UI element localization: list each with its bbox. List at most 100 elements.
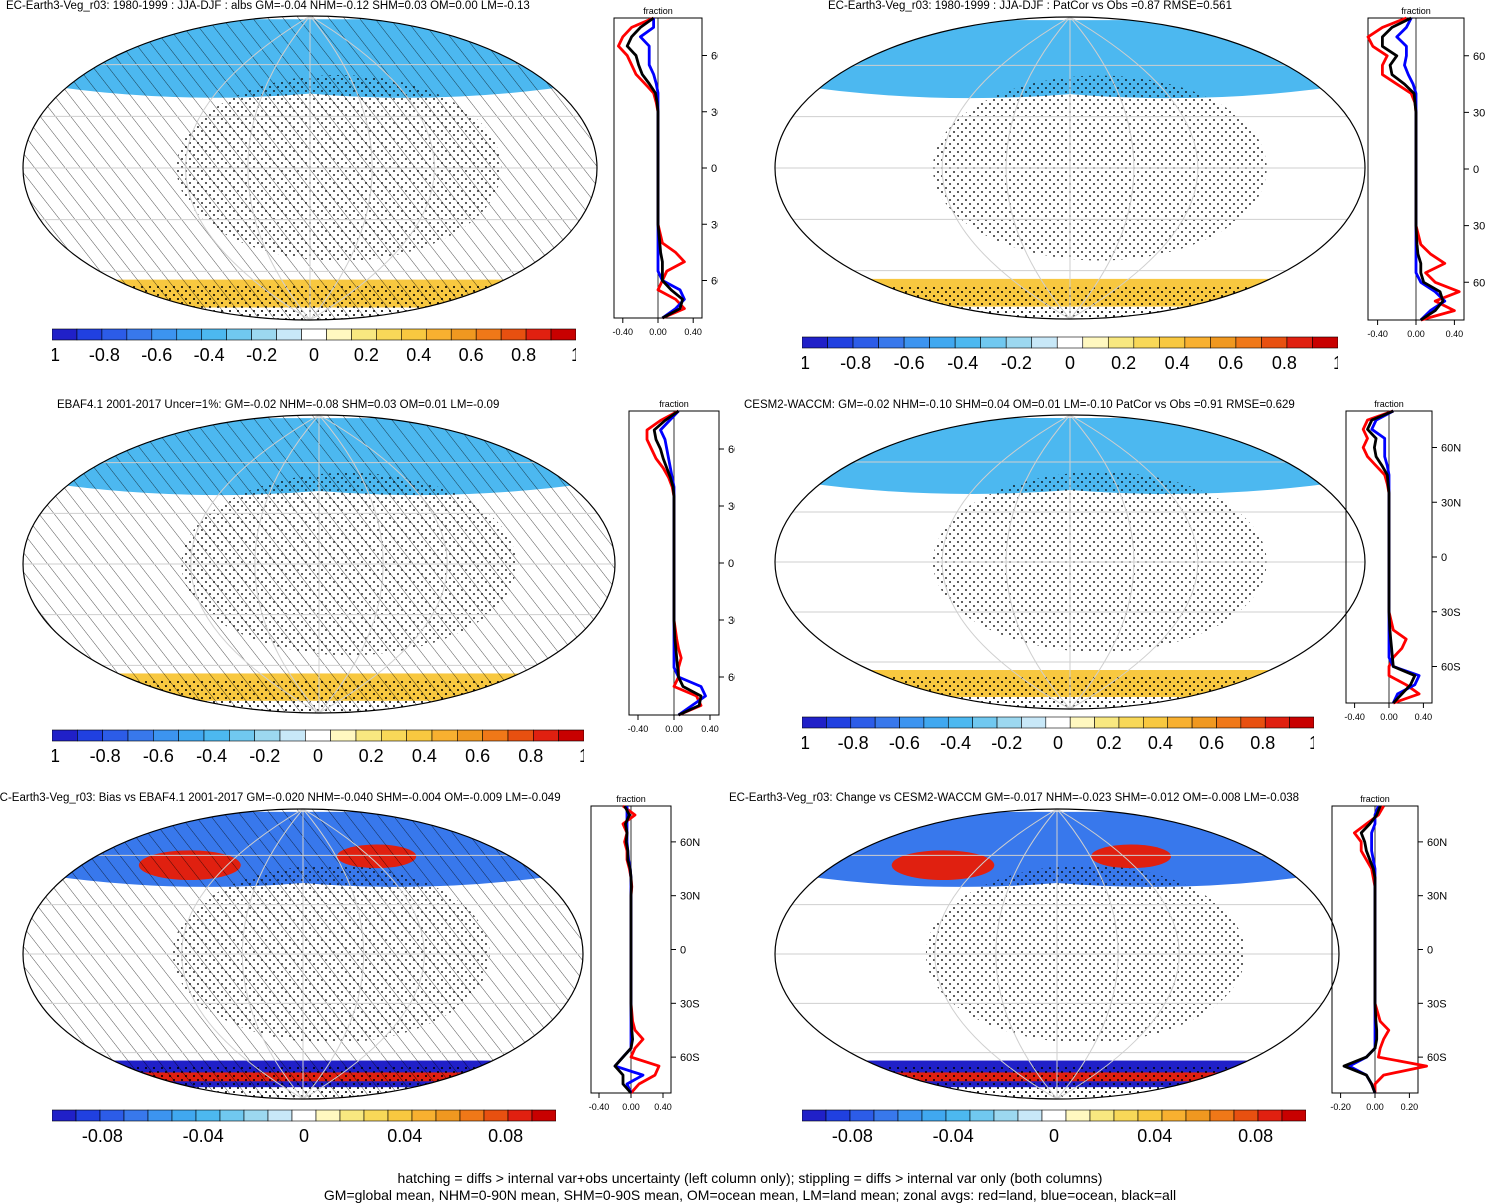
zonal-ytick-label: 60S — [1441, 662, 1461, 674]
colorbar-swatch — [1210, 336, 1237, 349]
zonal-xtick-label: 0.40 — [684, 327, 702, 337]
zonal-ytick-label: 0 — [1473, 164, 1479, 176]
colorbar-tick-label: 0 — [309, 345, 319, 365]
colorbar-swatch — [435, 1109, 461, 1122]
colorbar-swatch — [1118, 716, 1144, 729]
colorbar-swatch — [171, 1109, 197, 1122]
colorbar-tick-label: -0.6 — [889, 733, 920, 753]
graticule-line — [302, 809, 364, 1099]
zonal-ytick-label: 30 — [1473, 107, 1485, 119]
colorbar-swatch — [301, 328, 327, 341]
colorbar-tick-label: -0.4 — [940, 733, 971, 753]
colorbar-tick-label: 0.04 — [387, 1126, 422, 1146]
colorbar-swatch — [291, 1109, 317, 1122]
colorbar-swatch — [153, 729, 179, 742]
colorbar-tick-label: 0.2 — [354, 345, 379, 365]
colorbar-swatch — [1216, 716, 1242, 729]
colorbar-swatch — [1031, 336, 1058, 349]
panel-title-bottom-left: EC-Earth3-Veg_r03: Bias vs EBAF4.1 2001-… — [0, 792, 561, 804]
colorbar-tick-label: 0.8 — [1250, 733, 1275, 753]
zonal-ytick-label: 30N — [728, 501, 735, 513]
zonal-xlabel: fraction — [643, 6, 673, 16]
colorbar-swatch — [1240, 716, 1266, 729]
colorbar-swatch — [123, 1109, 149, 1122]
zonal-ytick-label: 60N — [1441, 443, 1461, 455]
graticule-line — [941, 17, 1071, 319]
zonal-ytick-label: 0 — [1427, 945, 1433, 957]
colorbar-swatch — [1113, 1109, 1139, 1122]
colorbar-tick-label: -1 — [802, 733, 810, 753]
colorbar-swatch — [457, 729, 483, 742]
colorbar-swatch — [459, 1109, 485, 1122]
colorbar-swatch — [276, 328, 302, 341]
colorbar-tick-label: -0.6 — [141, 345, 172, 365]
colorbar-tick-label: 0.2 — [1097, 733, 1122, 753]
colorbar-tick-label: -0.8 — [838, 733, 869, 753]
colorbar-tick-label: -0.4 — [194, 345, 225, 365]
colorbar-swatch — [1082, 336, 1109, 349]
zonal-ytick-label: 0 — [711, 163, 717, 175]
colorbar-tick-label: -0.04 — [183, 1126, 224, 1146]
colorbar-swatch — [993, 1109, 1019, 1122]
colorbar-tick-label: 0.8 — [518, 746, 543, 766]
graticule-line — [1069, 17, 1135, 319]
map-panel-bottom-right — [772, 806, 1342, 1102]
colorbar-tick-label: -1 — [802, 353, 810, 373]
colorbar-swatch — [1107, 336, 1135, 349]
colorbar-swatch — [972, 716, 998, 729]
colorbar-swatch — [903, 336, 930, 349]
colorbar-swatch — [531, 1109, 556, 1122]
graticule-line — [309, 16, 373, 320]
colorbar-tick-label: -0.08 — [832, 1126, 873, 1146]
zonal-xtick-label: -0.40 — [1344, 712, 1365, 722]
panel-title-top-left: EC-Earth3-Veg_r03: 1980-1999 : JJA-DJF :… — [6, 0, 530, 12]
colorbar-swatch — [921, 1109, 947, 1122]
colorbar-swatch — [1005, 336, 1033, 349]
colorbar-swatch — [330, 729, 357, 742]
colorbar-tick-label: -1 — [52, 746, 60, 766]
colorbar-swatch — [897, 1109, 923, 1122]
zonal-plot-top-left: fraction -0.40 0.00 0.40 60N 30N 0 30S 60S — [613, 6, 718, 337]
colorbar-tick-label: 0.08 — [488, 1126, 523, 1146]
map-border — [22, 414, 616, 714]
colorbar-swatch — [482, 729, 509, 742]
colorbar-swatch — [873, 1109, 899, 1122]
footnote-line-1: hatching = diffs > internal var+obs unce… — [397, 1170, 1103, 1186]
zonal-line-all — [613, 805, 634, 1094]
nh-positive-patch — [891, 850, 995, 880]
colorbar-swatch — [1017, 1109, 1043, 1122]
colorbar-tick-label: 0.08 — [1238, 1126, 1273, 1146]
colorbar-swatch — [101, 328, 128, 341]
colorbar-swatch — [1045, 716, 1071, 729]
colorbar-tick-label: 0 — [313, 746, 323, 766]
colorbar-swatch — [1021, 716, 1047, 729]
colorbar-swatch — [827, 336, 854, 349]
colorbar-swatch — [947, 716, 973, 729]
colorbar-tick-label: 0.6 — [1218, 353, 1243, 373]
colorbar-swatch — [450, 328, 477, 341]
colorbar-tick-label: 0.2 — [359, 746, 384, 766]
colorbar-swatch — [475, 328, 502, 341]
colorbar-tick-label: 0.04 — [1137, 1126, 1172, 1146]
colorbar-swatch — [1233, 1109, 1259, 1122]
zonal-plot-top-right: fraction -0.40 0.00 0.40 60 30 0 30 60 — [1366, 6, 1485, 339]
colorbar-tick-label: 1 — [1309, 733, 1314, 753]
colorbar-tick-label: -0.2 — [249, 746, 280, 766]
colorbar-tick-label: -0.4 — [196, 746, 227, 766]
panel-title-top-right: EC-Earth3-Veg_r03: 1980-1999 : JJA-DJF :… — [828, 0, 1232, 12]
colorbar-swatch — [425, 328, 452, 341]
colorbar-swatch — [1191, 716, 1217, 729]
zonal-ytick-label: 30S — [680, 998, 700, 1010]
zonal-ytick-label: 60N — [680, 837, 700, 849]
zonal-xtick-label: 0.40 — [1446, 329, 1464, 339]
colorbar-tick-label: -0.8 — [90, 746, 121, 766]
colorbar-swatch — [849, 1109, 875, 1122]
zonal-line-all — [625, 16, 684, 320]
graticule-line — [302, 809, 425, 1099]
colorbar-middle-left: -1 -0.8 -0.6 -0.4 -0.2 0 0.2 0.4 0.6 0.8 1 — [52, 729, 584, 766]
colorbar-swatch — [151, 328, 178, 341]
colorbar-swatch — [558, 729, 584, 742]
colorbar-swatch — [126, 328, 153, 341]
map-border — [22, 15, 598, 321]
zonal-ytick-label: 60 — [1473, 277, 1485, 289]
